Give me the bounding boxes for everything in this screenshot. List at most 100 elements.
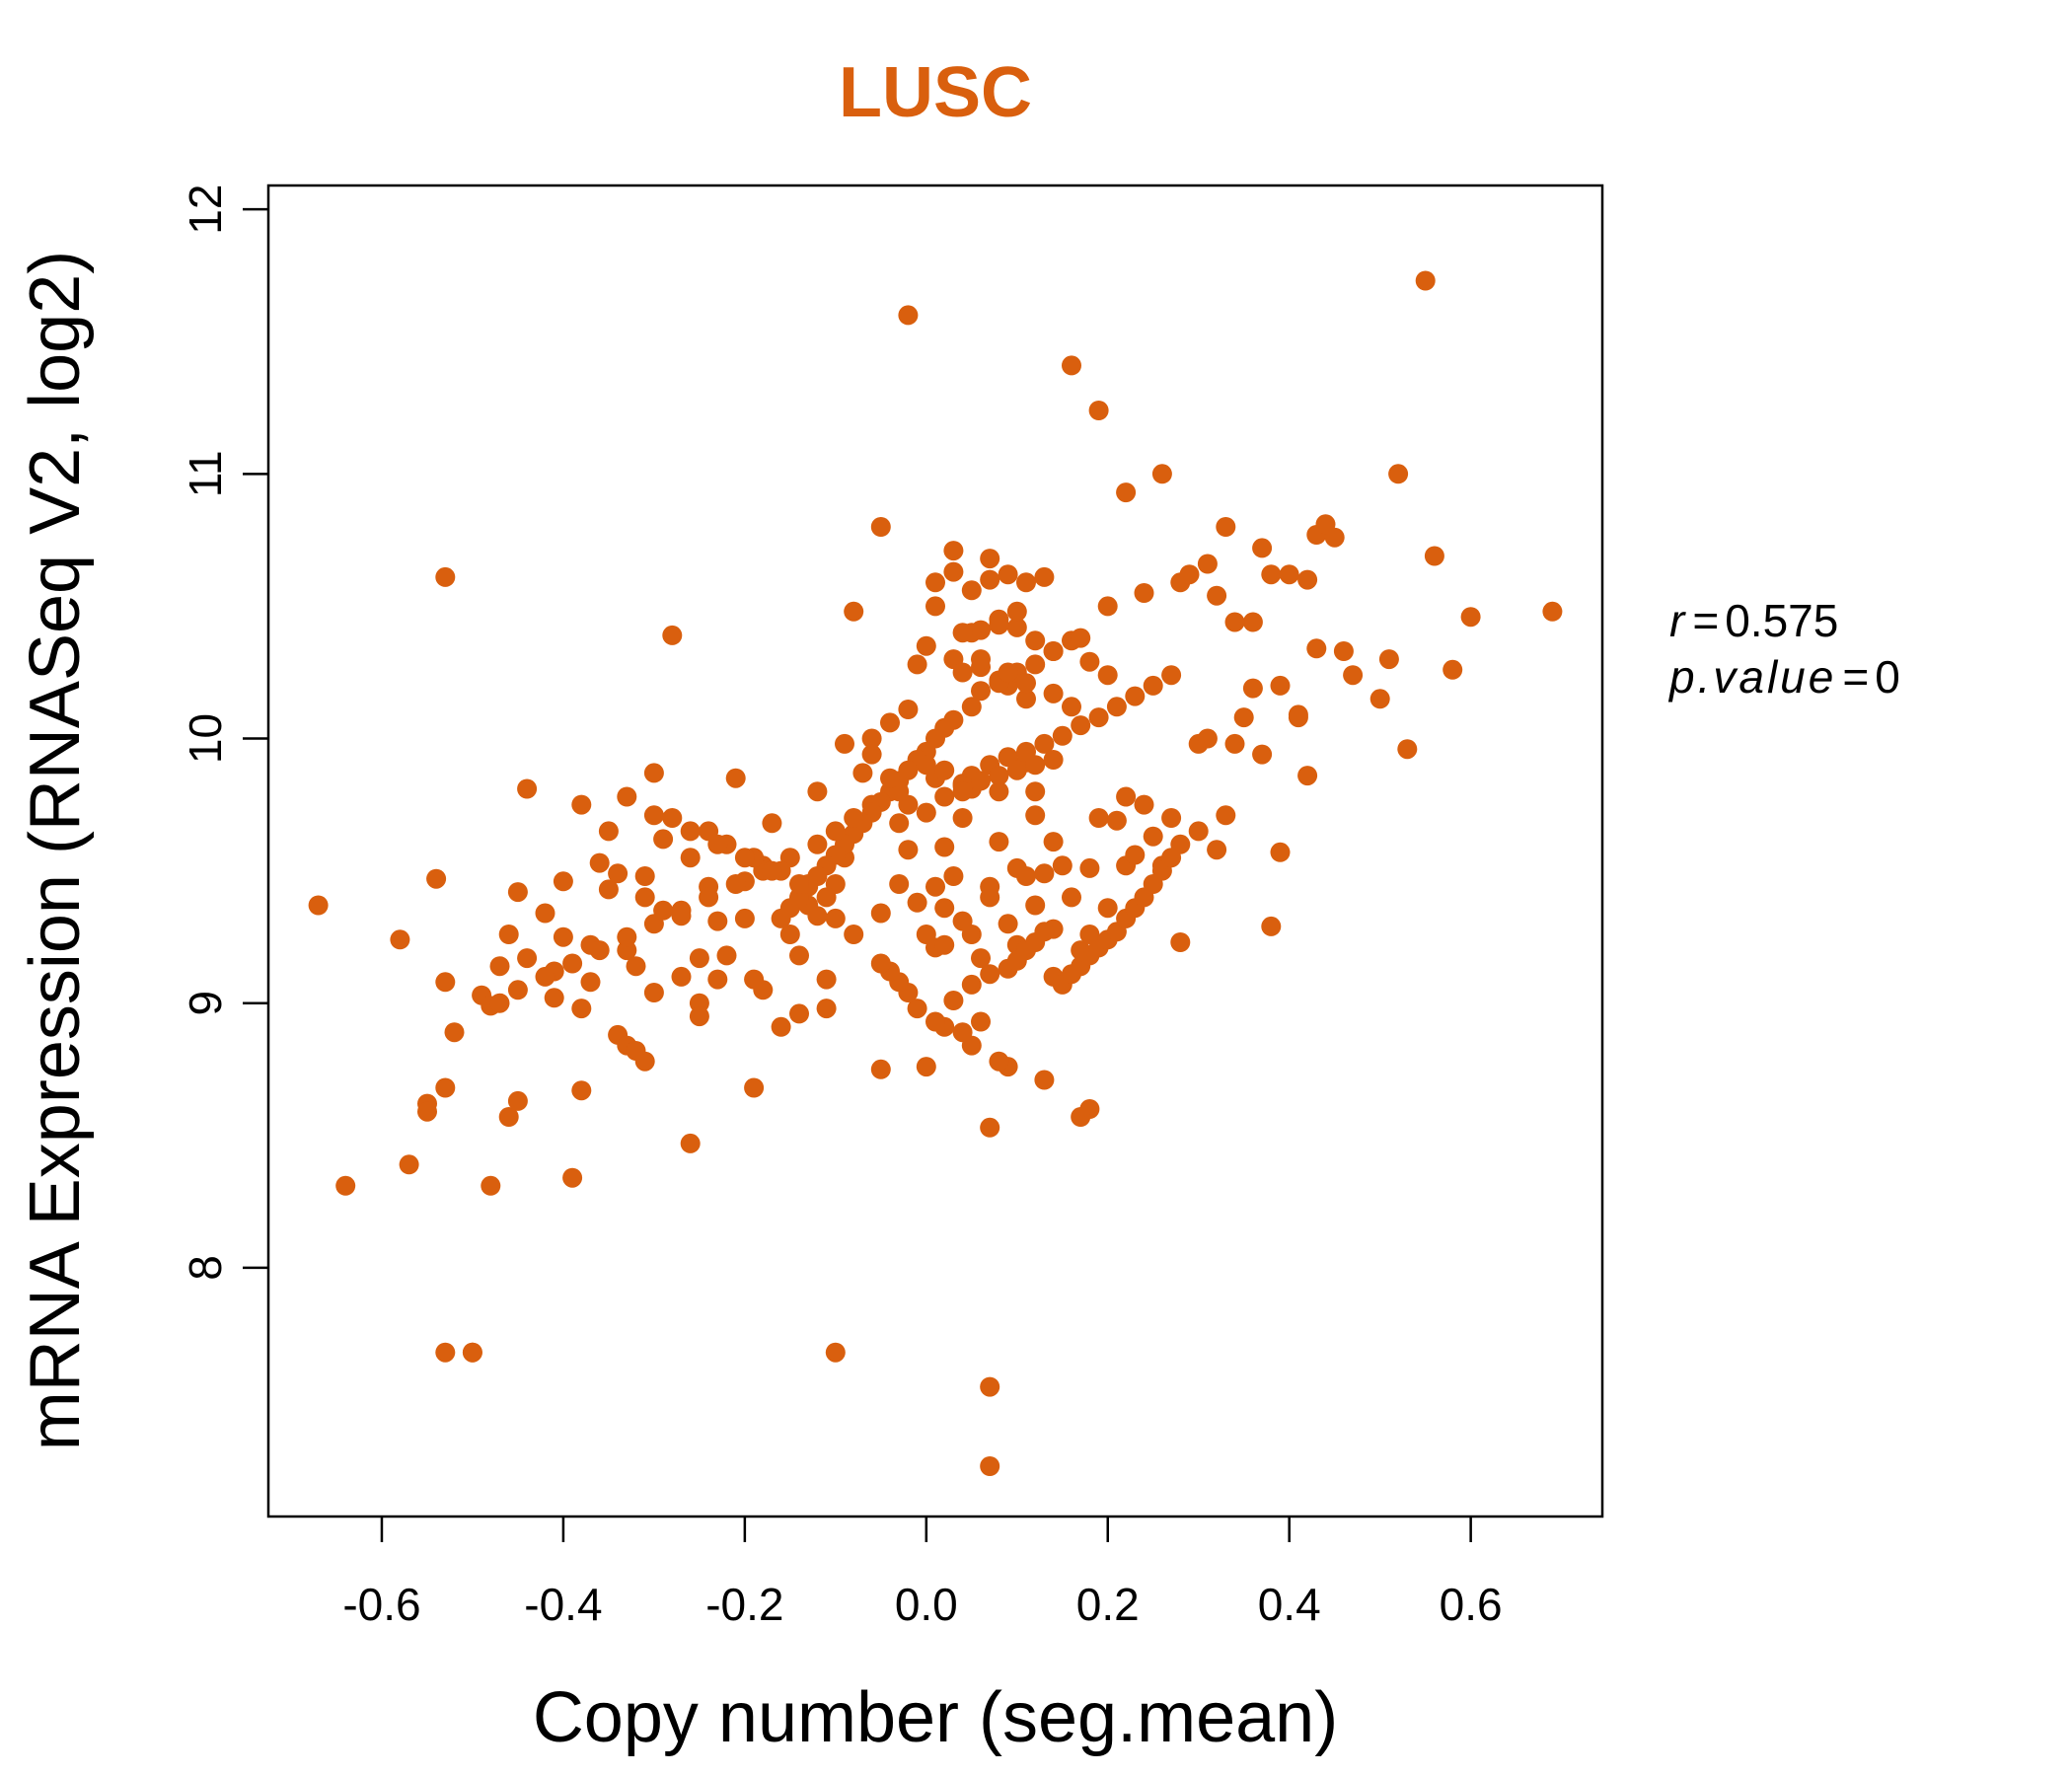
- data-point: [1424, 546, 1444, 566]
- data-point: [880, 712, 900, 733]
- x-tick-label: -0.2: [705, 1579, 783, 1630]
- data-point: [916, 802, 936, 823]
- data-point: [435, 972, 456, 993]
- data-point: [816, 999, 837, 1019]
- data-point: [1025, 630, 1046, 651]
- data-point: [643, 805, 664, 826]
- data-point: [989, 781, 1009, 802]
- data-point: [535, 966, 555, 987]
- data-point: [399, 1154, 419, 1175]
- y-axis-title: mRNA Expression (RNASeq V2, log2): [16, 251, 95, 1450]
- data-point: [898, 305, 919, 326]
- data-point: [1034, 733, 1055, 754]
- data-point: [1270, 675, 1291, 696]
- data-point: [1071, 628, 1091, 648]
- data-point: [916, 635, 936, 656]
- data-point: [662, 625, 683, 645]
- data-point: [825, 821, 846, 842]
- data-point: [1197, 728, 1218, 749]
- data-point: [1097, 898, 1118, 919]
- data-point: [870, 517, 891, 537]
- data-point: [980, 1117, 1000, 1138]
- data-point: [998, 914, 1018, 934]
- data-point: [807, 834, 828, 854]
- data-point: [816, 969, 837, 990]
- data-point: [1016, 689, 1036, 709]
- data-point: [1006, 601, 1027, 622]
- data-point: [789, 1003, 809, 1024]
- y-tick-label: 10: [180, 713, 231, 764]
- data-point: [571, 1080, 592, 1101]
- data-point: [980, 1376, 1000, 1397]
- data-point: [1261, 564, 1282, 585]
- data-point: [1079, 857, 1100, 878]
- data-point: [1252, 744, 1273, 765]
- data-point: [699, 887, 719, 908]
- x-tick-label: -0.6: [342, 1579, 420, 1630]
- data-point: [961, 925, 982, 944]
- data-point: [925, 876, 945, 897]
- data-point: [1034, 863, 1055, 884]
- data-point: [1224, 733, 1245, 754]
- data-point: [844, 925, 864, 944]
- data-point: [1125, 845, 1146, 865]
- data-point: [971, 649, 991, 670]
- data-point: [680, 848, 701, 868]
- data-point: [1397, 739, 1418, 760]
- data-point: [1224, 612, 1245, 632]
- data-point: [580, 972, 601, 993]
- data-point: [435, 1077, 456, 1098]
- y-tick-label: 11: [180, 450, 231, 497]
- data-point: [1134, 583, 1154, 603]
- data-point: [889, 874, 910, 894]
- data-point: [1097, 665, 1118, 686]
- data-point: [1052, 725, 1073, 746]
- data-point: [507, 980, 528, 1000]
- data-point: [880, 768, 900, 788]
- data-point: [807, 781, 828, 802]
- data-point: [662, 808, 683, 828]
- data-point: [707, 969, 728, 990]
- data-point: [507, 1090, 528, 1111]
- data-point: [835, 733, 854, 754]
- data-point: [971, 681, 991, 702]
- data-point: [1288, 707, 1308, 728]
- data-point: [825, 908, 846, 928]
- y-axis: 8 9 10 11 12: [180, 185, 268, 1281]
- data-point: [435, 1342, 456, 1363]
- data-point: [844, 601, 864, 622]
- data-point: [825, 1342, 846, 1363]
- data-point: [1170, 834, 1191, 854]
- data-point: [1297, 569, 1318, 590]
- data-point: [971, 1011, 991, 1032]
- data-point: [707, 911, 728, 931]
- r-stat-value: 0.575: [1725, 595, 1838, 646]
- data-point: [934, 760, 955, 780]
- data-point: [916, 755, 936, 776]
- data-point: [1052, 855, 1073, 876]
- data-point: [907, 892, 927, 913]
- data-point: [762, 813, 782, 834]
- data-point: [907, 999, 927, 1019]
- data-point: [571, 999, 592, 1019]
- data-point: [562, 953, 583, 974]
- data-point: [1343, 665, 1364, 686]
- data-point: [916, 1057, 936, 1077]
- data-point: [426, 868, 447, 889]
- data-point: [1415, 270, 1436, 291]
- data-point: [989, 615, 1009, 635]
- data-point: [943, 541, 964, 561]
- r-stat-label: r: [1669, 595, 1686, 646]
- data-point: [961, 974, 982, 995]
- data-point: [716, 945, 737, 966]
- data-point: [1242, 678, 1263, 699]
- data-point: [689, 1006, 709, 1027]
- data-point: [989, 1051, 1009, 1072]
- data-point: [1378, 649, 1399, 670]
- data-point: [1062, 887, 1081, 908]
- p-value-stat-value: 0: [1875, 651, 1900, 703]
- data-point: [1279, 564, 1299, 585]
- data-point: [1207, 840, 1227, 860]
